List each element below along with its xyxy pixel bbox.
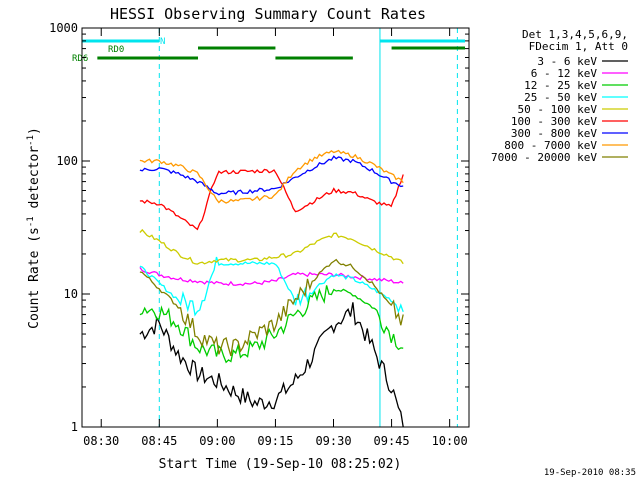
y-tick-label: 1000 <box>49 21 78 35</box>
y-tick-label: 1 <box>71 420 78 434</box>
observing-bars: N RD0 RD6 <box>72 37 465 64</box>
legend-label: 25 - 50 keV <box>524 91 597 104</box>
y-axis-label: Count Rate (s-1 detector-1) <box>26 127 42 329</box>
x-tick-label: 08:45 <box>141 434 177 448</box>
legend-label: 300 - 800 keV <box>511 127 597 140</box>
series-line-8 <box>139 258 404 357</box>
y-axis-label-end: ) <box>27 127 42 135</box>
legend-label: 6 - 12 keV <box>531 67 598 80</box>
legend-label: 12 - 25 keV <box>524 79 597 92</box>
x-axis-label: Start Time (19-Sep-10 08:25:02) <box>159 457 402 472</box>
bar-label: RD0 <box>108 45 124 55</box>
series-line-6 <box>139 155 404 196</box>
series-line-4 <box>139 228 404 265</box>
legend: Det 1,3,4,5,6,9,FDecim 1, Att 0 3 - 6 keV… <box>491 28 628 164</box>
x-tick-label: 09:45 <box>374 434 410 448</box>
legend-header: FDecim 1, Att 0 <box>529 40 628 53</box>
chart-title: HESSI Observing Summary Count Rates <box>110 5 426 23</box>
bar-label: N <box>160 37 165 47</box>
plot-frame <box>81 27 470 428</box>
x-tick-label: 08:30 <box>83 434 119 448</box>
plot-content <box>81 28 458 428</box>
footer-timestamp: 19-Sep-2010 08:35 <box>544 468 636 478</box>
legend-label: 50 - 100 keV <box>518 103 598 116</box>
y-axis-label-sup2: -1 <box>26 135 36 146</box>
legend-label: 100 - 300 keV <box>511 115 597 128</box>
legend-header: Det 1,3,4,5,6,9, <box>522 28 628 41</box>
legend-label: 3 - 6 keV <box>537 55 597 68</box>
y-axis-label-sup1: -1 <box>26 216 36 227</box>
y-tick-label: 10 <box>64 287 78 301</box>
series-line-1 <box>139 267 404 287</box>
series-line-2 <box>139 285 404 364</box>
x-axis-ticks: 08:30 08:45 09:00 09:15 09:30 09:45 10:00 <box>83 28 468 448</box>
series-line-7 <box>139 149 404 204</box>
series-line-5 <box>139 168 404 231</box>
y-tick-label: 100 <box>56 154 78 168</box>
y-axis-ticks: 1 10 100 1000 <box>49 21 469 434</box>
series-line-0 <box>139 302 404 428</box>
y-axis-label-mid: detector <box>27 146 42 217</box>
x-tick-label: 09:00 <box>199 434 235 448</box>
bar-label: RD6 <box>72 54 88 64</box>
x-tick-label: 10:00 <box>432 434 468 448</box>
x-tick-label: 09:30 <box>315 434 351 448</box>
legend-label: 800 - 7000 keV <box>504 139 597 152</box>
y-axis-label-main: Count Rate (s <box>27 227 42 329</box>
legend-label: 7000 - 20000 keV <box>491 151 597 164</box>
x-tick-label: 09:15 <box>257 434 293 448</box>
series-line-3 <box>139 256 404 317</box>
